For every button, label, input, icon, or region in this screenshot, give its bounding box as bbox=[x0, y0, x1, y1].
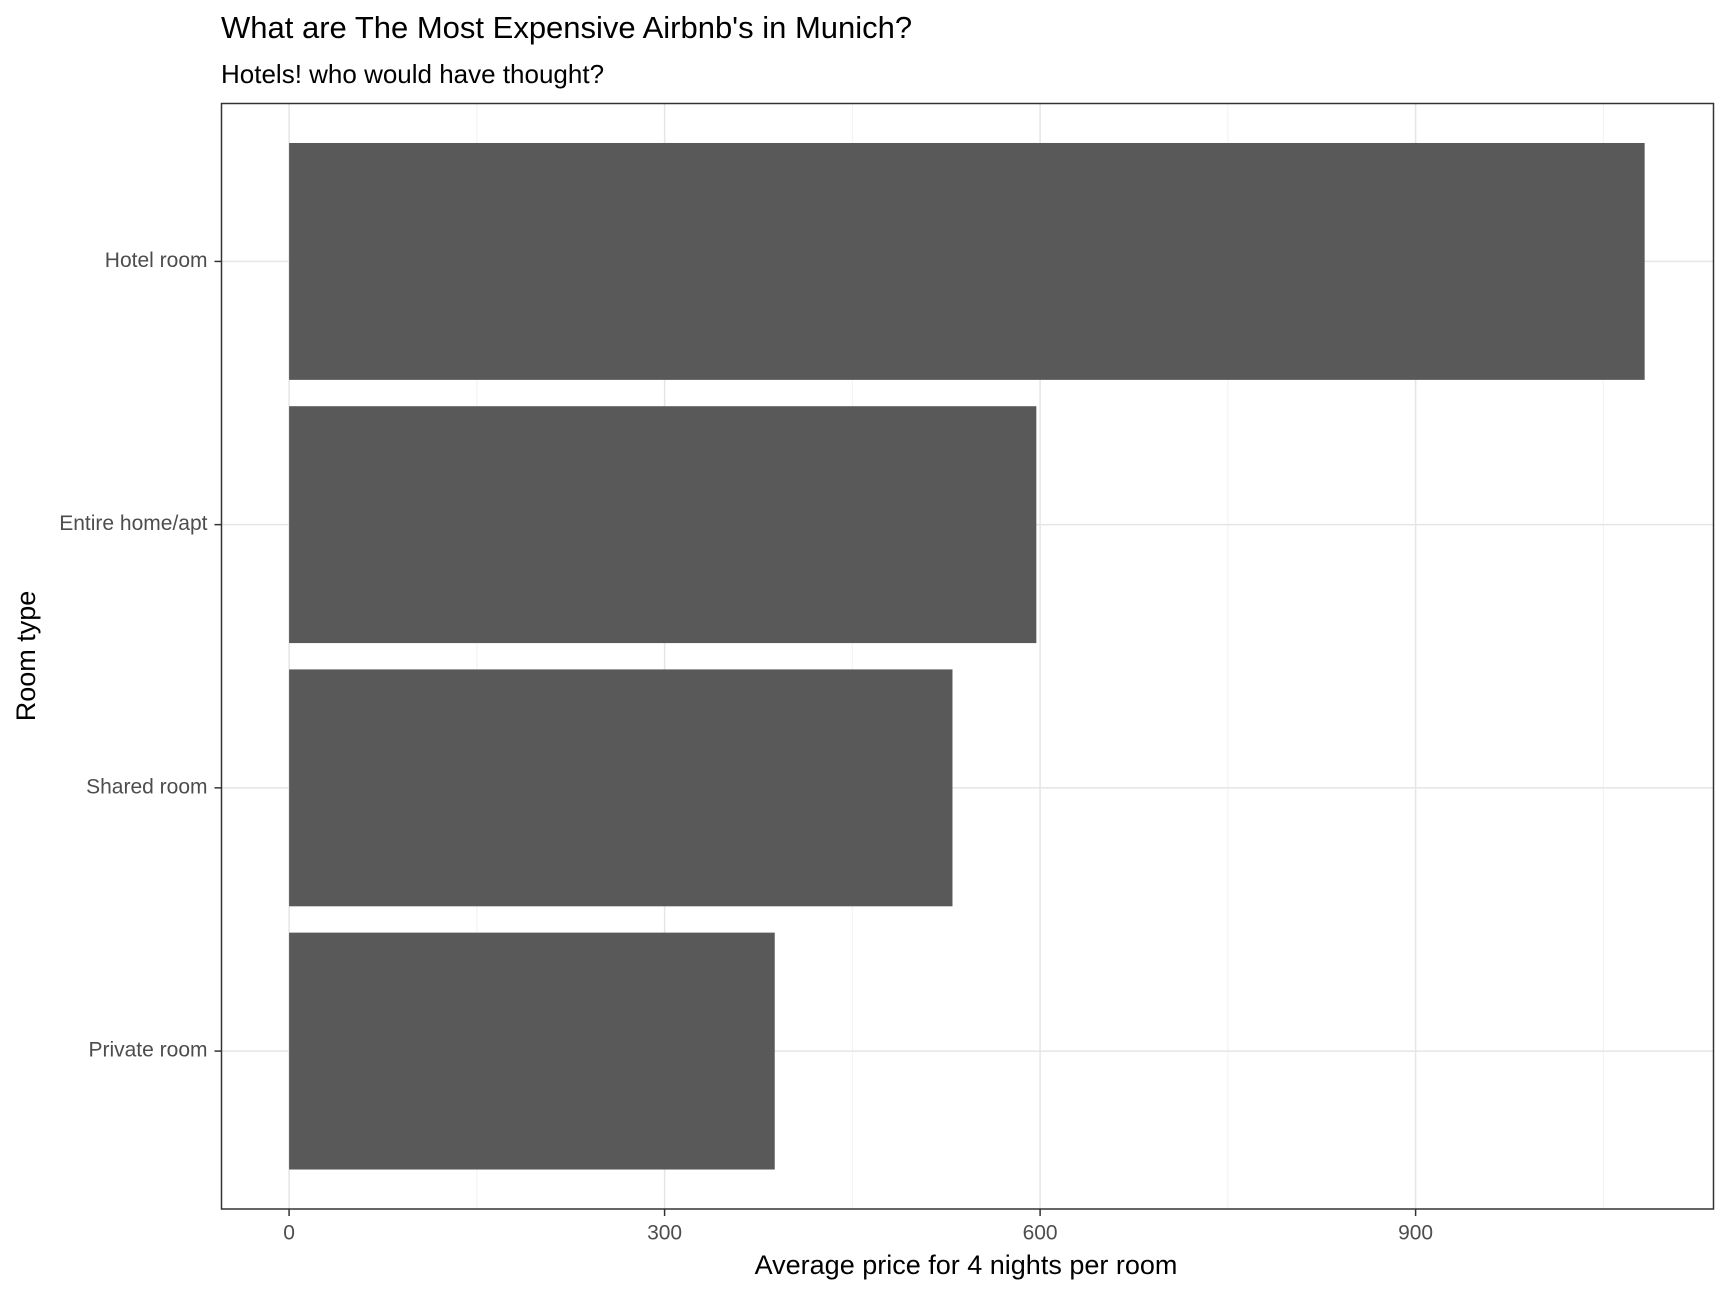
x-tick-label: 300 bbox=[647, 1222, 682, 1245]
bar bbox=[289, 142, 1645, 380]
x-tick-label: 600 bbox=[1023, 1222, 1058, 1245]
bar bbox=[289, 669, 953, 907]
y-tick-label: Hotel room bbox=[105, 249, 208, 272]
chart-title: What are The Most Expensive Airbnb's in … bbox=[221, 10, 912, 45]
bar bbox=[289, 932, 775, 1170]
bar bbox=[289, 406, 1037, 644]
panel-border bbox=[220, 102, 1715, 1210]
y-axis-title: Room type bbox=[11, 591, 41, 722]
y-tick-label: Private room bbox=[88, 1039, 207, 1062]
x-tick-label: 0 bbox=[283, 1222, 295, 1245]
x-axis-title: Average price for 4 nights per room bbox=[755, 1250, 1178, 1280]
chart-subtitle: Hotels! who would have thought? bbox=[221, 59, 604, 89]
y-tick-label: Shared room bbox=[86, 775, 207, 798]
y-tick-label: Entire home/apt bbox=[59, 512, 207, 535]
x-tick-label: 900 bbox=[1398, 1222, 1433, 1245]
